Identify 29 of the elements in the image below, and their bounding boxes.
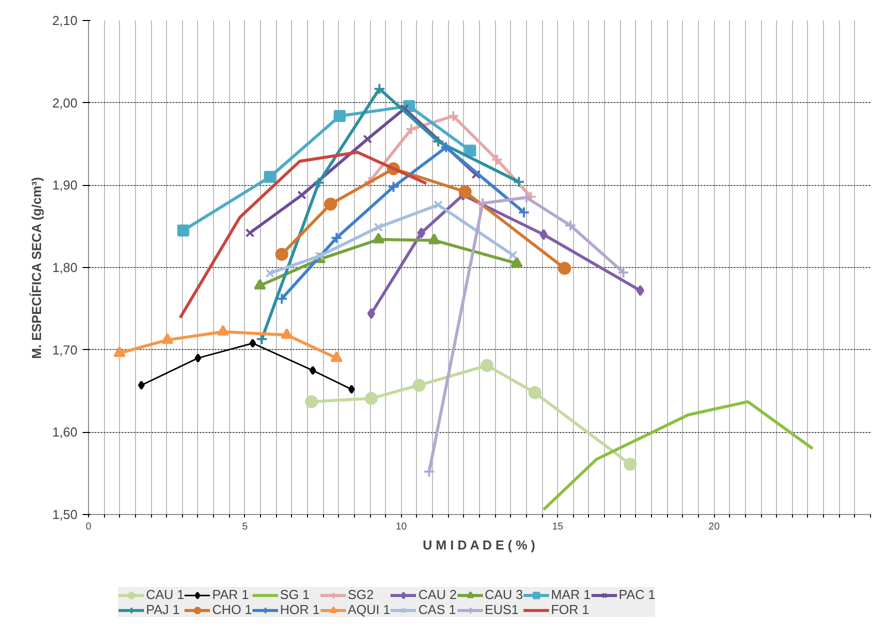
legend-label: CAS 1 xyxy=(418,602,456,617)
x-tick-label: 5 xyxy=(242,522,248,532)
y-tick-label: 2,10 xyxy=(52,13,78,28)
legend-label: CAU 3 xyxy=(484,587,523,602)
y-axis-title: M. ESPECÍFICA SECA (g/cm³) xyxy=(29,177,44,359)
legend-label: CAU 1 xyxy=(146,587,184,602)
legend-label: SG 1 xyxy=(280,587,310,602)
legend-label: AQUI 1 xyxy=(348,602,390,617)
legend-label: HOR 1 xyxy=(280,602,320,617)
y-tick-label: 1,70 xyxy=(52,342,78,358)
x-tick-label: 20 xyxy=(708,522,720,532)
y-tick-label: 1,80 xyxy=(52,260,78,275)
y-tick-label: 1,60 xyxy=(52,424,78,440)
x-tick-label: 15 xyxy=(552,522,564,532)
legend-label: SG2 xyxy=(348,587,374,602)
legend-label: MAR 1 xyxy=(550,587,591,602)
y-tick-label: 2,00 xyxy=(52,95,78,110)
x-tick-label: 0 xyxy=(86,522,92,532)
legend-label: PAR 1 xyxy=(212,587,249,602)
y-tick-label: 1,50 xyxy=(52,507,78,522)
legend-label: PAC 1 xyxy=(618,587,656,602)
x-tick-label: 10 xyxy=(396,522,408,532)
legend-label: FOR 1 xyxy=(550,602,590,617)
legend-label: CHO 1 xyxy=(212,602,252,617)
y-tick-label: 1,90 xyxy=(52,178,78,193)
x-axis-title: U M I D A D E ( % ) xyxy=(422,538,536,552)
legend-label: EUS1 xyxy=(484,602,519,617)
legend-label: PAJ 1 xyxy=(146,602,180,617)
legend-label: CAU 2 xyxy=(418,587,457,602)
